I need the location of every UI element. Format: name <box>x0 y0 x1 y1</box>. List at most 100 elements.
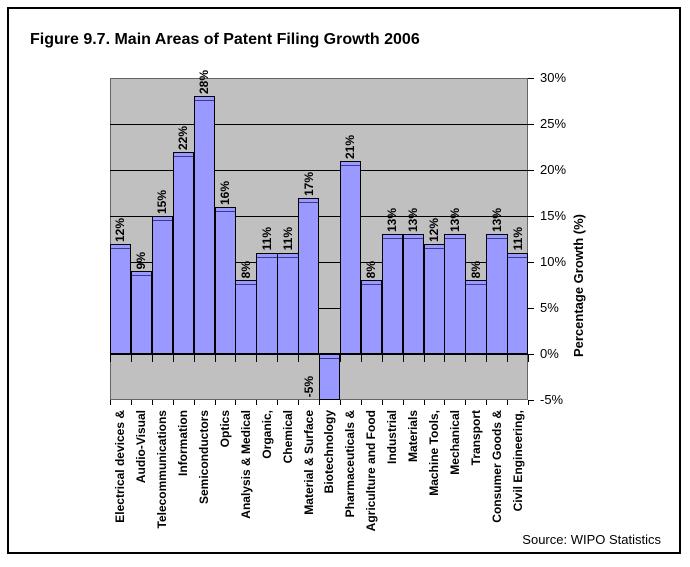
bar-value-label: -5% <box>302 375 316 397</box>
bar <box>465 280 487 354</box>
category-axis-tick <box>465 400 467 405</box>
bar <box>319 354 341 400</box>
bar <box>277 252 299 354</box>
category-axis-tick <box>444 400 446 405</box>
category-label: Electrical devices & <box>113 410 128 523</box>
bar <box>402 234 424 354</box>
category-axis-tick <box>130 355 132 362</box>
category-axis-tick <box>381 400 383 405</box>
chart-title: Figure 9.7. Main Areas of Patent Filing … <box>30 31 420 48</box>
category-axis-tick <box>507 400 509 405</box>
bar <box>339 160 362 354</box>
bar-value-label: 13% <box>447 208 462 233</box>
bar-value-label: 11% <box>259 227 274 251</box>
bar-value-label: 15% <box>155 189 170 214</box>
bar <box>172 151 195 354</box>
bar-value-label: 22% <box>176 125 191 150</box>
category-axis-tick <box>256 400 258 405</box>
y-axis-tick <box>528 354 534 355</box>
bar-value-label: 13% <box>385 208 400 233</box>
bar <box>486 234 508 354</box>
y-axis-title: Percentage Growth (%) <box>571 214 586 358</box>
zero-axis-line <box>110 353 528 355</box>
category-axis-tick <box>507 355 509 362</box>
y-axis-tick <box>528 170 534 171</box>
y-axis-tick <box>528 78 534 79</box>
category-axis-tick <box>172 355 174 362</box>
bar <box>110 243 132 354</box>
category-axis-tick <box>214 355 216 362</box>
category-label: Semiconductors <box>197 410 212 505</box>
category-label: Pharmaceuticals & <box>343 410 358 518</box>
category-label: Transport <box>468 410 483 466</box>
category-axis-tick <box>256 355 258 362</box>
bar-value-label: 28% <box>197 70 212 95</box>
category-axis-tick <box>528 400 529 405</box>
bar <box>444 234 466 354</box>
category-axis-tick <box>193 400 195 405</box>
bar <box>130 271 153 354</box>
y-tick-label: -5% <box>540 392 564 407</box>
category-axis-tick <box>193 355 195 362</box>
category-axis-tick <box>402 400 404 405</box>
y-tick-label: 15% <box>540 208 567 223</box>
category-axis-tick <box>486 355 488 362</box>
bar <box>381 234 404 354</box>
category-axis-tick <box>130 400 132 405</box>
category-label: Analysis & Medical <box>238 410 253 519</box>
y-axis-tick <box>528 262 534 263</box>
category-label: Agriculture and Food <box>364 410 379 532</box>
bar <box>507 252 529 354</box>
bar-value-label: 17% <box>301 171 316 196</box>
y-tick-label: 0% <box>540 346 559 361</box>
bar <box>214 206 236 354</box>
bar-value-label: 8% <box>364 261 379 279</box>
category-axis-tick <box>277 400 279 405</box>
y-axis-tick <box>528 124 534 125</box>
category-label: Industrial <box>385 410 400 465</box>
bar <box>256 252 278 354</box>
category-axis-tick <box>465 355 467 362</box>
category-axis-tick <box>319 400 320 405</box>
y-tick-label: 30% <box>540 70 567 85</box>
category-axis-tick <box>486 400 488 405</box>
category-axis-tick <box>319 355 320 362</box>
bar-value-label: 13% <box>489 208 504 233</box>
bar <box>298 197 320 354</box>
category-axis-tick <box>110 355 111 362</box>
bar-value-label: 21% <box>343 134 358 159</box>
category-label: Telecommunications <box>155 410 170 529</box>
category-axis-tick <box>402 355 404 362</box>
bar-value-label: 11% <box>280 227 295 251</box>
bar-value-label: 13% <box>406 208 421 233</box>
category-label: Materials <box>406 410 421 463</box>
y-tick-label: 5% <box>540 300 559 315</box>
bar-value-label: 11% <box>510 227 525 251</box>
category-axis-tick <box>235 400 237 405</box>
y-axis-tick <box>528 400 534 401</box>
bar-value-label: 8% <box>468 261 483 279</box>
bar-value-label: 9% <box>134 251 149 270</box>
bar-value-label: 12% <box>113 217 128 242</box>
category-axis-tick <box>528 355 529 362</box>
category-axis-tick <box>444 355 446 362</box>
source-note: Source: WIPO Statistics <box>522 532 661 547</box>
category-label: Organic, <box>259 410 274 459</box>
category-axis-tick <box>339 355 341 362</box>
y-axis-tick <box>528 216 534 217</box>
category-label: Chemical <box>280 410 295 464</box>
category-label: Information <box>176 410 191 476</box>
category-axis-tick <box>423 400 425 405</box>
category-label: Audio-Visual <box>134 410 149 484</box>
category-axis-tick <box>151 400 153 405</box>
category-axis-tick <box>151 355 153 362</box>
category-label: Machine Tools, <box>426 410 441 496</box>
category-label: Material & Surface <box>301 410 316 515</box>
category-axis-tick <box>214 400 216 405</box>
category-axis-tick <box>360 400 362 405</box>
category-axis-tick <box>423 355 425 362</box>
category-axis-tick <box>298 400 300 405</box>
category-label: Consumer Goods & <box>489 410 504 523</box>
category-axis-tick <box>339 400 341 405</box>
